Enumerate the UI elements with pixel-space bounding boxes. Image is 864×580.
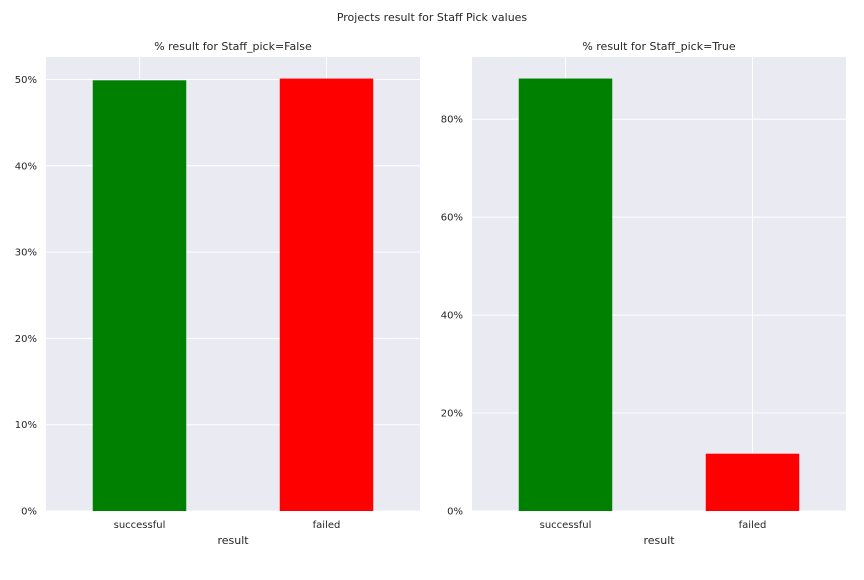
y-tick-label: 0% xyxy=(447,507,463,518)
x-axis-label: result xyxy=(217,534,249,547)
y-tick-label: 50% xyxy=(15,75,37,86)
x-tick-label: failed xyxy=(739,520,767,531)
y-tick-label: 40% xyxy=(15,161,37,172)
x-tick-label: successful xyxy=(540,520,592,531)
y-tick-label: 80% xyxy=(441,115,463,126)
y-tick-label: 10% xyxy=(15,420,37,431)
x-axis-label: result xyxy=(643,534,675,547)
y-tick-label: 20% xyxy=(15,334,37,345)
y-tick-label: 60% xyxy=(441,213,463,224)
bar-failed xyxy=(705,453,800,511)
subplot-title: % result for Staff_pick=False xyxy=(154,40,312,53)
y-tick-label: 20% xyxy=(441,409,463,420)
x-tick-label: failed xyxy=(313,520,341,531)
y-tick-label: 0% xyxy=(21,507,37,518)
y-tick-label: 40% xyxy=(441,311,463,322)
x-tick-label: successful xyxy=(114,520,166,531)
subplot-1: 0% 10% 20% 30% 40% 50% successful failed result%… xyxy=(15,40,420,547)
bar-successful xyxy=(92,80,187,511)
bar-successful xyxy=(518,78,613,512)
figure-suptitle: Projects result for Staff Pick values xyxy=(337,11,528,24)
y-tick-label: 30% xyxy=(15,248,37,259)
subplot-2: 0% 20% 40% 60% 80% successful failed result % re… xyxy=(441,40,846,547)
bar-failed xyxy=(279,78,374,512)
subplot-title: % result for Staff_pick=True xyxy=(582,40,736,53)
